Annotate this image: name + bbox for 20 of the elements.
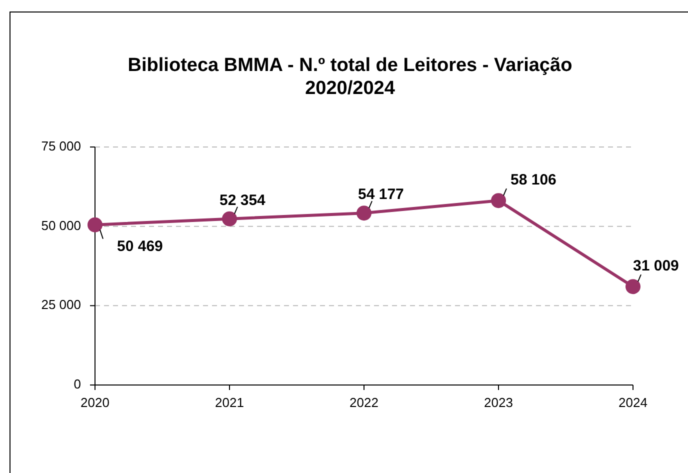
y-tick-label: 0	[74, 376, 81, 392]
data-label: 58 106	[510, 172, 556, 189]
point	[88, 217, 102, 232]
x-tick-label: 2022	[350, 395, 378, 410]
x-tick-label: 2024	[618, 395, 648, 410]
point	[626, 279, 640, 294]
x-tick-label: 2020	[80, 395, 110, 410]
data-label: 50 469	[117, 238, 163, 255]
point	[356, 206, 372, 221]
data-label: 54 177	[358, 186, 404, 204]
y-tick-label: 50 000	[41, 218, 81, 233]
y-tick-label: 25 000	[41, 297, 81, 312]
point	[222, 211, 237, 226]
y-tick-label: 75 000	[41, 138, 81, 154]
x-tick-label: 2023	[484, 395, 513, 410]
point	[491, 193, 506, 208]
x-tick-label: 2021	[215, 395, 244, 410]
data-label: 52 354	[220, 192, 266, 209]
chart-title: Biblioteca BMMA - N.º total de Leitores - Variação 2020/2024	[128, 55, 572, 99]
data-label: 31 009	[633, 258, 679, 275]
